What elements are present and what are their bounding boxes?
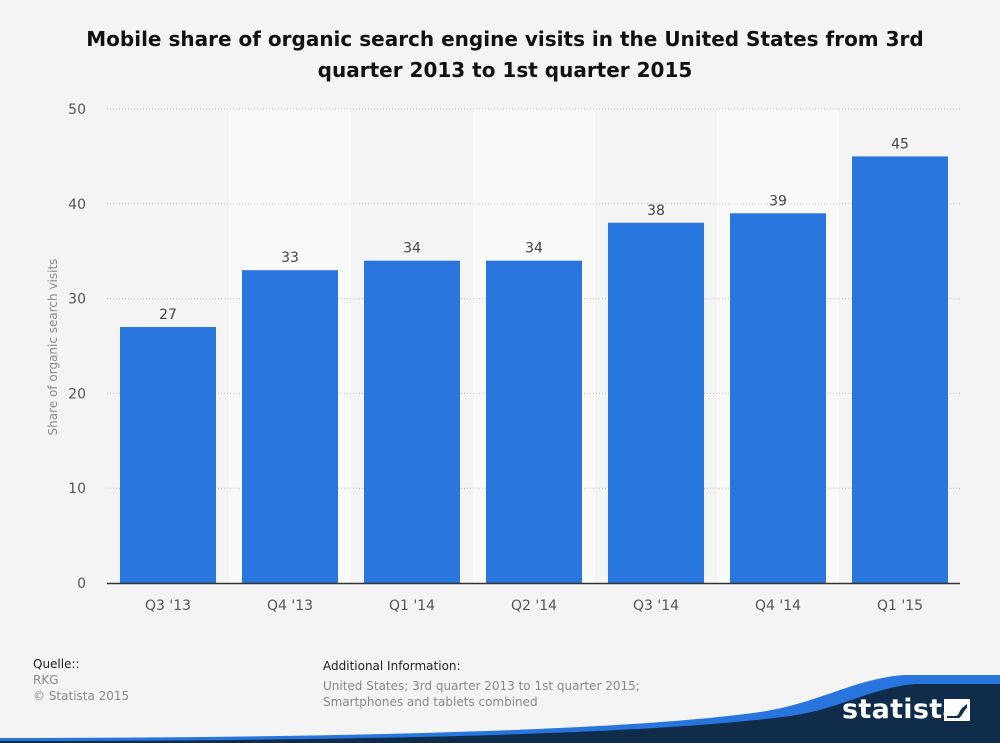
data-label: 38 [647, 203, 665, 219]
data-label: 34 [403, 241, 421, 257]
bar [486, 260, 582, 583]
source-block: Quelle:: RKG © Statista 2015 [33, 656, 129, 704]
x-tick-label: Q3 '13 [145, 598, 191, 614]
x-tick-label: Q1 '14 [389, 598, 435, 614]
data-label: 39 [769, 193, 787, 209]
chart-title: Mobile share of organic search engine vi… [86, 27, 924, 82]
statista-flag-icon [944, 699, 970, 721]
y-tick-label: 50 [68, 102, 86, 118]
x-tick-label: Q1 '15 [877, 598, 923, 614]
additional-info-block: Additional Information: United States; 3… [323, 658, 723, 710]
bar [120, 327, 216, 583]
y-tick-label: 30 [68, 292, 86, 308]
y-tick-label: 20 [68, 386, 86, 402]
data-label: 27 [159, 307, 177, 323]
y-tick-label: 0 [77, 576, 86, 592]
bar [608, 222, 704, 583]
data-labels: 27 33 34 34 38 39 45 [159, 136, 909, 323]
bar [730, 213, 826, 583]
bar [242, 270, 338, 583]
bars [120, 156, 948, 583]
x-axis-ticks: Q3 '13 Q4 '13 Q1 '14 Q2 '14 Q3 '14 Q4 '14 Q1 '… [145, 598, 923, 614]
y-axis-ticks: 0 10 20 30 40 50 [68, 102, 86, 592]
y-tick-label: 10 [68, 481, 86, 497]
additional-info-heading: Additional Information: [323, 659, 461, 673]
statista-logo[interactable]: statista [842, 694, 961, 725]
source-heading: Quelle:: [33, 657, 80, 671]
data-label: 34 [525, 241, 543, 257]
bar [852, 156, 948, 583]
y-tick-label: 40 [68, 197, 86, 213]
x-tick-label: Q3 '14 [633, 598, 679, 614]
y-axis-title: Share of organic search visits [46, 259, 60, 436]
x-tick-label: Q4 '13 [267, 598, 313, 614]
source-name[interactable]: RKG [33, 673, 59, 687]
copyright-text: © Statista 2015 [33, 689, 130, 703]
x-tick-label: Q2 '14 [511, 598, 557, 614]
data-label: 33 [281, 250, 299, 266]
x-tick-label: Q4 '14 [755, 598, 801, 614]
additional-info-text: United States; 3rd quarter 2013 to 1st q… [323, 679, 640, 709]
data-label: 45 [891, 136, 909, 152]
bar [364, 260, 460, 583]
